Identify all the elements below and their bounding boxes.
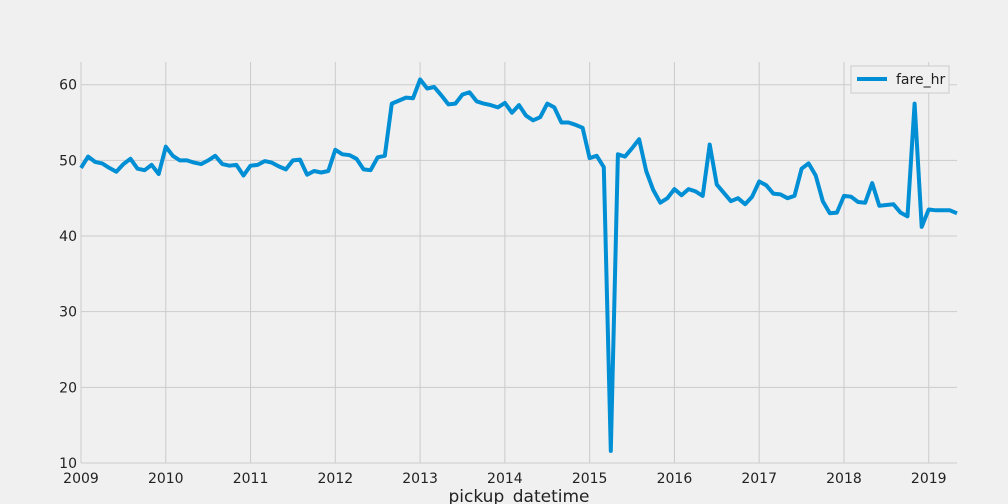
grid-lines: [80, 62, 957, 464]
series-layer: [79, 77, 958, 453]
y-tick-label-50: 50: [59, 153, 77, 169]
y-tick-label-10: 10: [59, 456, 77, 472]
x-tick-label-2014: 2014: [487, 471, 523, 487]
y-tick-label-40: 40: [59, 229, 77, 245]
x-axis-label: pickup_datetime: [449, 487, 590, 504]
y-tick-label-30: 30: [59, 305, 77, 321]
y-tick-label-20: 20: [59, 380, 77, 396]
y-axis-ticks: 10 20 30 40 50 60: [59, 78, 77, 472]
x-tick-label-2015: 2015: [572, 471, 608, 487]
x-tick-label-2011: 2011: [233, 471, 269, 487]
x-axis-ticks: 2009 2010 2011 2012 2013 2014 2015 2016 2017 2018…: [63, 471, 946, 487]
x-tick-label-2009: 2009: [63, 471, 99, 487]
x-tick-label-2012: 2012: [318, 471, 354, 487]
x-tick-label-2018: 2018: [826, 471, 862, 487]
x-tick-label-2017: 2017: [741, 471, 777, 487]
x-tick-label-2013: 2013: [402, 471, 438, 487]
series-line-fare-hr: [79, 77, 958, 453]
x-tick-label-2019: 2019: [911, 471, 947, 487]
x-tick-label-2010: 2010: [148, 471, 184, 487]
legend-label-fare-hr: fare_hr: [896, 72, 945, 88]
legend: fare_hr: [850, 65, 950, 94]
y-tick-label-60: 60: [59, 78, 77, 94]
x-tick-label-2016: 2016: [657, 471, 693, 487]
